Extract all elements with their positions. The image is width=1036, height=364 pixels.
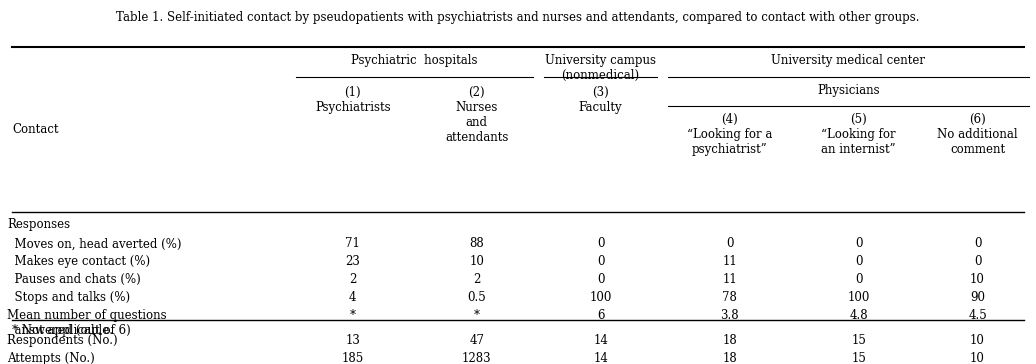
- Text: 0: 0: [974, 237, 981, 250]
- Text: 18: 18: [722, 334, 737, 347]
- Text: (3)
Faculty: (3) Faculty: [579, 86, 623, 114]
- Text: 4: 4: [349, 291, 356, 304]
- Text: 4.5: 4.5: [968, 309, 987, 322]
- Text: 4.8: 4.8: [850, 309, 868, 322]
- Text: 71: 71: [345, 237, 361, 250]
- Text: 15: 15: [852, 352, 866, 364]
- Text: *: *: [350, 309, 355, 322]
- Text: * Not applicable.: * Not applicable.: [12, 324, 113, 337]
- Text: 15: 15: [852, 334, 866, 347]
- Text: University medical center: University medical center: [772, 54, 925, 67]
- Text: 88: 88: [469, 237, 484, 250]
- Text: 0: 0: [974, 255, 981, 268]
- Text: Physicians: Physicians: [817, 84, 880, 97]
- Text: (6)
No additional
comment: (6) No additional comment: [938, 112, 1017, 155]
- Text: (1)
Psychiatrists: (1) Psychiatrists: [315, 86, 391, 114]
- Text: (2)
Nurses
and
attendants: (2) Nurses and attendants: [445, 86, 509, 143]
- Text: 0: 0: [597, 237, 604, 250]
- Text: 10: 10: [469, 255, 484, 268]
- Text: (5)
“Looking for
an internist”: (5) “Looking for an internist”: [822, 112, 896, 155]
- Text: 0: 0: [855, 273, 863, 286]
- Text: 23: 23: [345, 255, 361, 268]
- Text: Psychiatric  hospitals: Psychiatric hospitals: [351, 54, 478, 67]
- Text: 1283: 1283: [462, 352, 491, 364]
- Text: Mean number of questions
  answered (out of 6): Mean number of questions answered (out o…: [7, 309, 167, 337]
- Text: 0: 0: [855, 255, 863, 268]
- Text: 78: 78: [722, 291, 738, 304]
- Text: *: *: [473, 309, 480, 322]
- Text: 100: 100: [589, 291, 612, 304]
- Text: Stops and talks (%): Stops and talks (%): [7, 291, 130, 304]
- Text: Pauses and chats (%): Pauses and chats (%): [7, 273, 141, 286]
- Text: Respondents (No.): Respondents (No.): [7, 334, 117, 347]
- Text: 90: 90: [970, 291, 985, 304]
- Text: 11: 11: [722, 255, 737, 268]
- Text: (4)
“Looking for a
psychiatrist”: (4) “Looking for a psychiatrist”: [687, 112, 773, 155]
- Text: 0: 0: [597, 255, 604, 268]
- Text: 6: 6: [597, 309, 604, 322]
- Text: 10: 10: [970, 334, 985, 347]
- Text: Makes eye contact (%): Makes eye contact (%): [7, 255, 150, 268]
- Text: University campus
(nonmedical): University campus (nonmedical): [545, 54, 656, 82]
- Text: 14: 14: [594, 352, 608, 364]
- Text: Moves on, head averted (%): Moves on, head averted (%): [7, 237, 181, 250]
- Text: 0: 0: [597, 273, 604, 286]
- Text: 2: 2: [473, 273, 481, 286]
- Text: Contact: Contact: [12, 123, 58, 136]
- Text: 3.8: 3.8: [720, 309, 739, 322]
- Text: Table 1. Self-initiated contact by pseudopatients with psychiatrists and nurses : Table 1. Self-initiated contact by pseud…: [116, 12, 920, 24]
- Text: 10: 10: [970, 352, 985, 364]
- Text: 0.5: 0.5: [467, 291, 486, 304]
- Text: 47: 47: [469, 334, 484, 347]
- Text: 11: 11: [722, 273, 737, 286]
- Text: 13: 13: [345, 334, 361, 347]
- Text: 2: 2: [349, 273, 356, 286]
- Text: Responses: Responses: [7, 218, 70, 231]
- Text: 185: 185: [342, 352, 364, 364]
- Text: 100: 100: [847, 291, 870, 304]
- Text: 14: 14: [594, 334, 608, 347]
- Text: 18: 18: [722, 352, 737, 364]
- Text: Attempts (No.): Attempts (No.): [7, 352, 94, 364]
- Text: 10: 10: [970, 273, 985, 286]
- Text: 0: 0: [855, 237, 863, 250]
- Text: 0: 0: [726, 237, 733, 250]
